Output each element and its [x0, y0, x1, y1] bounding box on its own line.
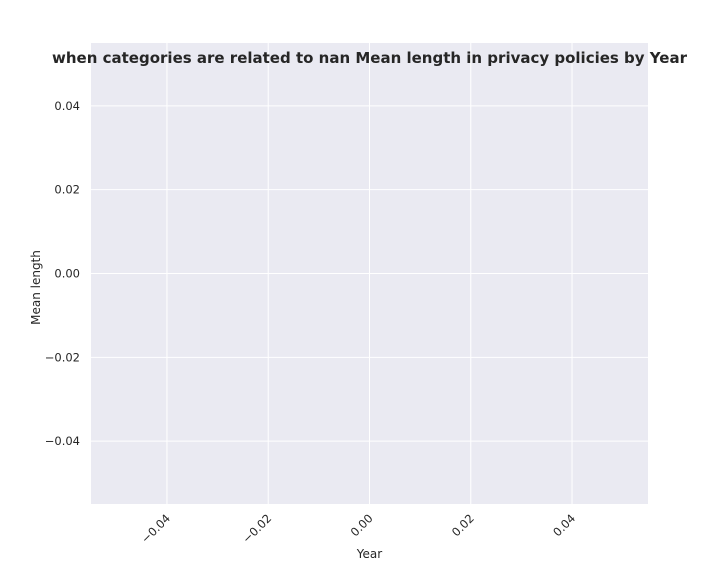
x-tick-labels: −0.04 −0.02 0.00 0.02 0.04: [138, 511, 578, 546]
y-tick-label: −0.02: [45, 350, 80, 364]
y-tick-label: 0.04: [54, 99, 80, 113]
x-tick-label: 0.00: [348, 511, 376, 539]
x-tick-label: −0.04: [138, 511, 173, 546]
grid-lines: [91, 43, 648, 504]
y-tick-labels: 0.04 0.02 0.00 −0.02 −0.04: [45, 99, 80, 448]
x-tick-label: 0.04: [550, 511, 578, 539]
y-tick-label: 0.02: [54, 183, 80, 197]
y-tick-label: −0.04: [45, 434, 80, 448]
x-tick-label: 0.02: [449, 511, 477, 539]
x-axis-label: Year: [356, 547, 382, 561]
chart-title: when categories are related to nan Mean …: [52, 49, 688, 67]
y-tick-label: 0.00: [54, 267, 80, 281]
x-tick-label: −0.02: [240, 511, 275, 546]
y-axis-label: Mean length: [29, 250, 43, 325]
